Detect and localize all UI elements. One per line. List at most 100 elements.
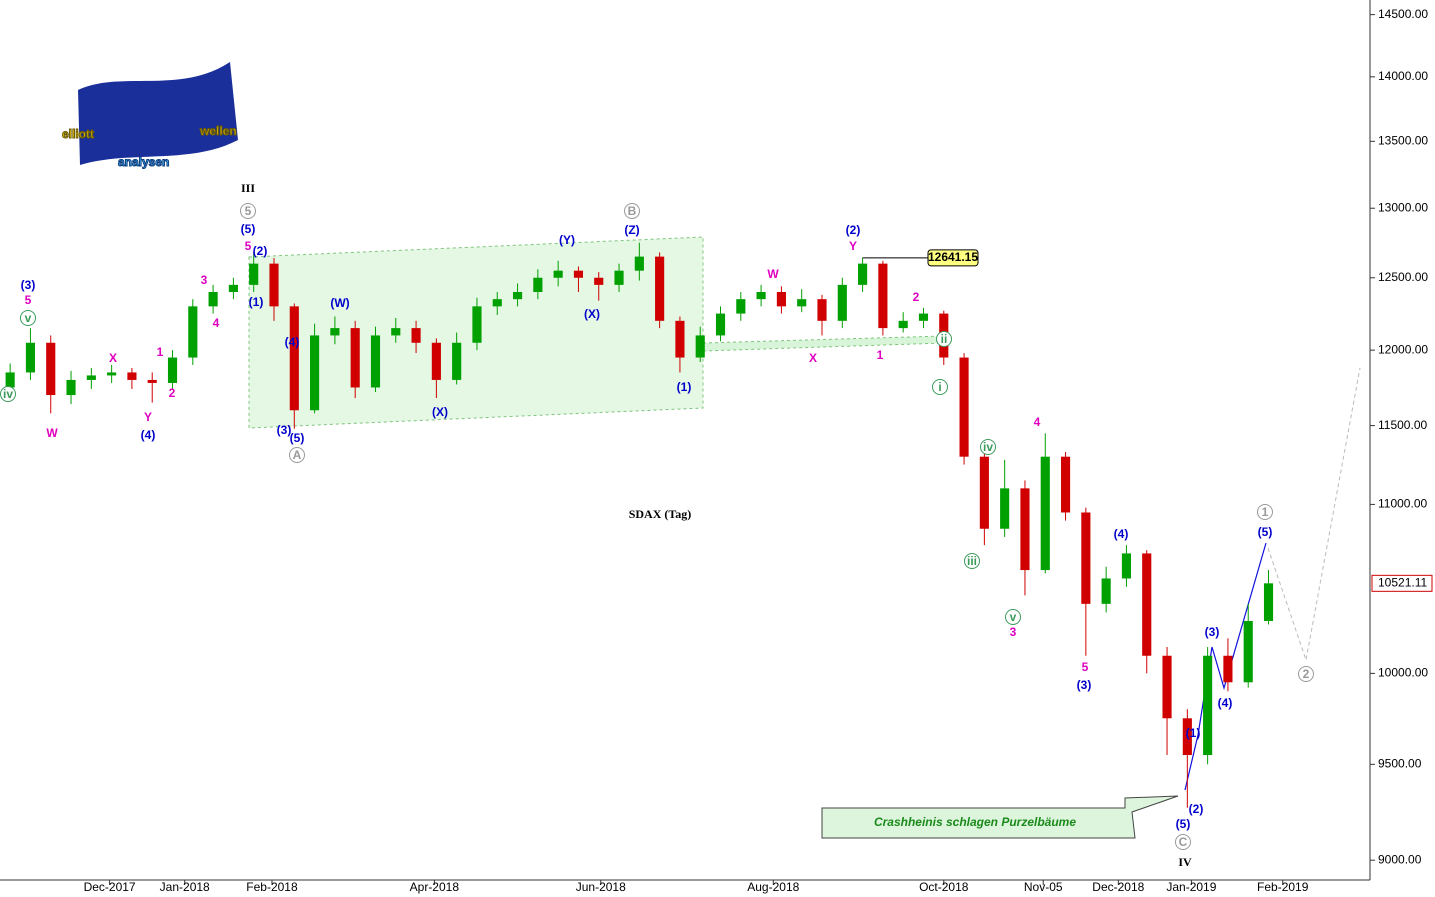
wave-label: 5 xyxy=(25,293,32,307)
price-marker: 12641.15 xyxy=(928,250,978,264)
wave-label: 4 xyxy=(213,316,220,330)
candle-body xyxy=(269,263,279,307)
candle-body xyxy=(1060,456,1071,513)
wave-label: A xyxy=(293,448,302,462)
y-tick-label: 9000.00 xyxy=(1378,852,1422,866)
candle-body xyxy=(350,328,360,388)
candle-body xyxy=(330,328,340,336)
candle-body xyxy=(594,277,604,285)
candle-body xyxy=(573,270,584,278)
candle-body xyxy=(1243,620,1253,683)
logo-word: wellen xyxy=(199,124,237,138)
wave-circle xyxy=(936,331,952,347)
candle-body xyxy=(86,375,96,380)
wave-circle xyxy=(289,447,305,463)
candle-body xyxy=(634,256,644,271)
wave-label: 5 xyxy=(245,239,252,253)
wave-label: (2) xyxy=(846,223,861,237)
wave-label: (4) xyxy=(285,335,300,349)
candle-body xyxy=(1000,488,1010,529)
wave-label: (1) xyxy=(677,380,692,394)
x-tick-label: Oct-2018 xyxy=(919,880,969,894)
candle-body xyxy=(959,357,969,457)
x-tick-label: Aug-2018 xyxy=(747,880,799,894)
candle-body xyxy=(776,291,786,307)
candle-body xyxy=(472,306,482,343)
candle-body xyxy=(715,313,726,336)
candle-body xyxy=(614,270,624,285)
wave-label: C xyxy=(1179,835,1188,849)
wave-label: W xyxy=(46,426,58,440)
logo-flag xyxy=(78,62,238,165)
wave-line xyxy=(1184,542,1267,791)
x-tick-label: Jan-2018 xyxy=(160,880,210,894)
wave-label: (5) xyxy=(1258,525,1273,539)
x-tick-label: Dec-2017 xyxy=(84,880,136,894)
wave-label: 3 xyxy=(1010,625,1017,639)
wave-circle xyxy=(624,203,640,219)
wave-label: 2 xyxy=(913,290,920,304)
callout-box xyxy=(821,795,1179,839)
wave-label: v xyxy=(25,311,32,325)
wave-label: v xyxy=(1010,610,1017,624)
candle-body xyxy=(249,263,259,285)
wave-label: W xyxy=(767,267,779,281)
candle-body xyxy=(188,306,198,358)
wave-label: 5 xyxy=(245,204,252,218)
wave-label: IV xyxy=(1178,855,1192,869)
y-tick-label: 13500.00 xyxy=(1378,133,1428,147)
wave-label: (X) xyxy=(584,307,600,321)
candle-body xyxy=(452,342,462,380)
chart-title: SDAX (Tag) xyxy=(629,507,692,521)
y-tick-label: 10000.00 xyxy=(1378,666,1428,680)
y-tick-label: 13000.00 xyxy=(1378,200,1428,214)
candle-body xyxy=(1020,488,1030,571)
wave-label: 1 xyxy=(877,348,884,362)
y-tick-label: 12000.00 xyxy=(1378,342,1428,356)
y-tick-label: 11000.00 xyxy=(1378,497,1427,511)
x-tick-label: Dec-2018 xyxy=(1092,880,1144,894)
wave-label: (5) xyxy=(241,222,256,236)
last-price-box xyxy=(1371,574,1433,592)
wave-circle xyxy=(932,379,948,395)
wave-circle xyxy=(1005,609,1021,625)
wave-label: (4) xyxy=(1114,527,1129,541)
candle-body xyxy=(208,291,218,307)
price-marker-box xyxy=(927,249,979,267)
wave-label: X xyxy=(809,351,817,365)
candle-body xyxy=(46,342,56,396)
wave-circle xyxy=(1257,504,1273,520)
candle-body xyxy=(127,372,137,380)
wave-label: (4) xyxy=(1218,696,1233,710)
y-tick-label: 9500.00 xyxy=(1378,757,1422,771)
candle-body xyxy=(695,335,705,358)
x-tick-label: Feb-2018 xyxy=(246,880,298,894)
candle-body xyxy=(66,379,76,396)
candle-body xyxy=(228,284,238,292)
wave-circle xyxy=(1298,666,1314,682)
wave-label: i xyxy=(938,380,941,394)
wave-label: (3) xyxy=(21,278,36,292)
wave-label: (1) xyxy=(249,295,264,309)
callout: Crashheinis schlagen Purzelbäume xyxy=(821,795,1179,839)
candle-body xyxy=(1121,553,1132,579)
candle-body xyxy=(1203,655,1213,756)
wave-label: (W) xyxy=(330,296,349,310)
x-tick-label: Jun-2018 xyxy=(576,880,626,894)
logo-word: analysen xyxy=(118,155,169,169)
x-tick-label: Nov-05 xyxy=(1024,880,1063,894)
candle-body xyxy=(310,335,320,411)
projection xyxy=(1267,367,1361,662)
wave-label: 3 xyxy=(201,273,208,287)
wave-label: III xyxy=(241,181,255,195)
wave-circle xyxy=(0,386,16,402)
candle-body xyxy=(898,320,908,329)
candle-body xyxy=(1101,578,1111,604)
wave-label: Y xyxy=(849,239,857,253)
candle-body xyxy=(1223,655,1233,683)
wave-label: X xyxy=(109,351,117,365)
x-tick-label: Jan-2019 xyxy=(1166,880,1216,894)
